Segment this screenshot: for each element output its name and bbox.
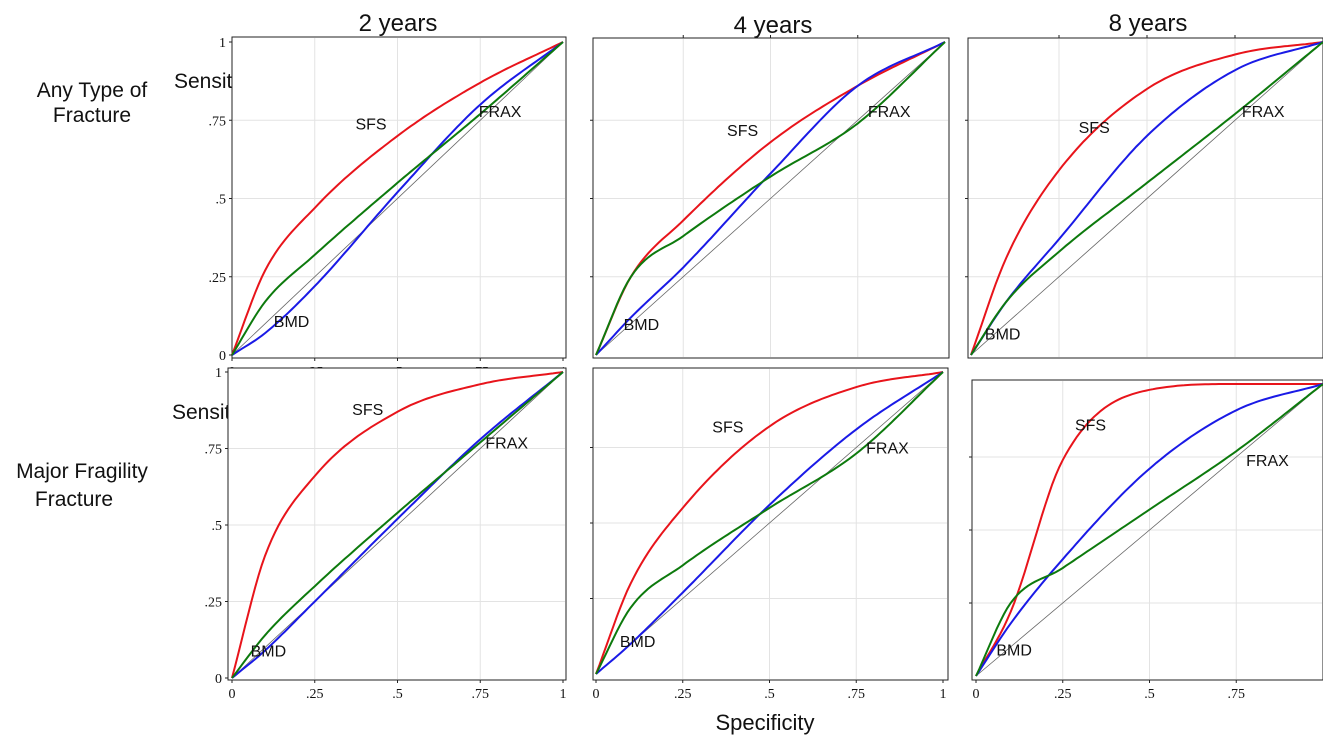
series-frax-line: [595, 371, 944, 675]
y-tick-label: .25: [205, 596, 223, 611]
y-tick-label: .5: [212, 519, 223, 534]
curve-label-sfs: SFS: [355, 117, 386, 134]
series-sfs-line: [970, 41, 1323, 356]
row-title-any-fracture-line1: Any Type of: [37, 79, 148, 102]
x-tick-label: 1: [560, 687, 567, 702]
y-tick-label: .25: [209, 271, 227, 286]
curve-label-frax: FRAX: [1242, 104, 1285, 121]
column-title-8-years: 8 years: [1109, 10, 1188, 37]
curve-label-frax: FRAX: [868, 104, 911, 121]
chart-panel: 0 .25 .5 .75 1 SFS FRAX BMD: [590, 367, 949, 702]
series-bmd-line: [970, 41, 1323, 356]
panels: 0 .25 .5 .75 1 0 .25 .5 .75 1 SFS FRAX BMD SFS FRAX BMD…: [205, 35, 1323, 702]
x-tick-label: .75: [1228, 687, 1246, 702]
series-bmd-line: [595, 41, 946, 356]
x-tick-label: .75: [848, 687, 866, 702]
curve-label-sfs: SFS: [712, 419, 743, 436]
series-frax-line: [231, 371, 564, 679]
chart-panel: 0 .25 .5 .75 SFS FRAX BMD: [969, 379, 1323, 702]
x-tick-label: .5: [392, 687, 403, 702]
series-frax-line: [595, 41, 946, 356]
y-tick-label: .5: [216, 193, 227, 208]
series-sfs-line: [595, 371, 944, 675]
y-tick-label: 0: [219, 349, 226, 364]
curve-label-frax: FRAX: [866, 441, 909, 458]
x-tick-label: 0: [973, 687, 980, 702]
series-sfs-line: [595, 41, 946, 356]
curve-label-bmd: BMD: [274, 314, 310, 331]
x-tick-label: .25: [1054, 687, 1072, 702]
series-bmd-line: [595, 371, 944, 675]
column-title-2-years: 2 years: [359, 10, 438, 37]
x-tick-label: 0: [229, 687, 236, 702]
x-tick-label: .5: [764, 687, 775, 702]
series-sfs-line: [231, 371, 564, 679]
x-tick-label: 0: [593, 687, 600, 702]
chart-panel: SFS FRAX BMD: [965, 35, 1323, 359]
series-bmd-line: [975, 383, 1323, 677]
reference-diagonal: [595, 371, 944, 675]
series-sfs-line: [975, 383, 1323, 677]
chart-panel: SFS FRAX BMD: [590, 35, 950, 359]
curve-label-bmd: BMD: [996, 643, 1032, 660]
row-title-any-fracture-line2: Fracture: [53, 104, 131, 127]
x-tick-label: .75: [472, 687, 490, 702]
y-tick-label: .75: [209, 114, 227, 129]
reference-diagonal: [595, 41, 946, 356]
series-bmd-line: [231, 371, 564, 679]
row-title-major-fragility-line2: Fracture: [35, 488, 113, 511]
reference-diagonal: [970, 41, 1323, 356]
x-tick-label: 1: [940, 687, 947, 702]
series-frax-line: [231, 41, 564, 356]
y-tick-label: .75: [205, 443, 223, 458]
curve-label-bmd: BMD: [620, 634, 656, 651]
curve-label-sfs: SFS: [727, 123, 758, 140]
series-frax-line: [975, 383, 1323, 677]
series-frax-line: [970, 41, 1323, 356]
x-axis-label: Specificity: [715, 710, 814, 735]
row-title-major-fragility-line1: Major Fragility: [16, 460, 148, 483]
plot-frame: [592, 367, 949, 681]
x-tick-label: .25: [674, 687, 692, 702]
curve-label-bmd: BMD: [251, 644, 287, 661]
y-tick-label: 0: [215, 672, 222, 687]
curve-label-bmd: BMD: [985, 326, 1021, 343]
curve-label-frax: FRAX: [1246, 453, 1289, 470]
x-tick-label: .25: [306, 687, 324, 702]
curve-label-frax: FRAX: [479, 104, 522, 121]
series-sfs-line: [231, 41, 564, 356]
reference-diagonal: [975, 383, 1323, 677]
curve-label-bmd: BMD: [624, 317, 660, 334]
series-bmd-line: [231, 41, 564, 356]
curve-label-sfs: SFS: [1079, 120, 1110, 137]
curve-label-sfs: SFS: [1075, 418, 1106, 435]
reference-diagonal: [231, 371, 564, 679]
x-tick-label: .5: [1144, 687, 1155, 702]
curve-label-sfs: SFS: [352, 402, 383, 419]
chart-panel: 0 .25 .5 .75 1 0 .25 .5 .75 1 SFS FRAX BMD: [205, 366, 567, 702]
y-tick-label: 1: [219, 36, 226, 51]
curve-label-frax: FRAX: [485, 436, 528, 453]
y-tick-label: 1: [215, 366, 222, 381]
column-title-4-years: 4 years: [734, 12, 813, 39]
reference-diagonal: [231, 41, 564, 356]
